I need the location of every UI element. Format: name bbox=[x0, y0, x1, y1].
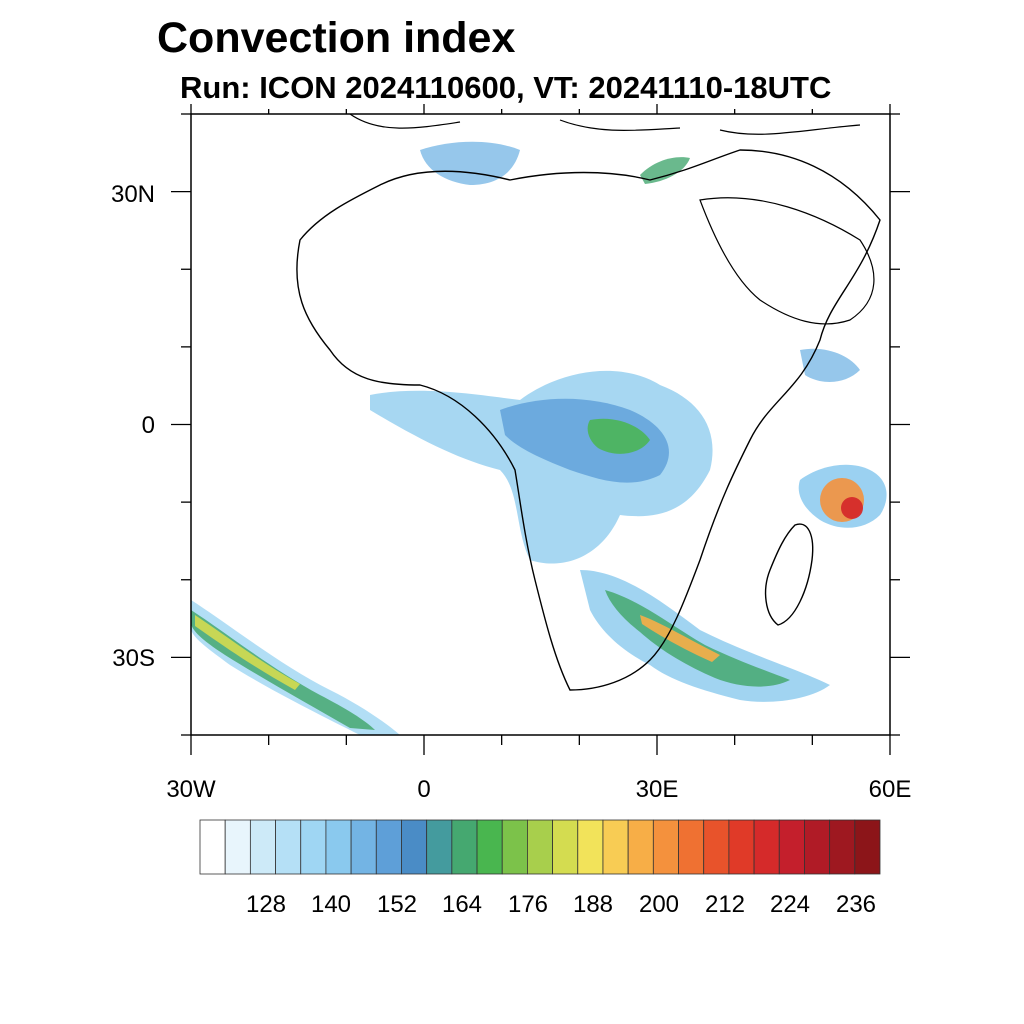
colorbar-label-200: 200 bbox=[639, 891, 679, 918]
colorbar-swatch-25 bbox=[829, 819, 856, 875]
colorbar-swatch-15 bbox=[577, 819, 604, 875]
colorbar-swatch-12 bbox=[501, 819, 528, 875]
colorbar-swatch-2 bbox=[249, 819, 276, 875]
colorbar-swatch-23 bbox=[778, 819, 805, 875]
colorbar-swatch-17 bbox=[627, 819, 654, 875]
lat-label-0: 0 bbox=[142, 412, 155, 439]
africa-coastline bbox=[296, 149, 881, 691]
colorbar-swatch-14 bbox=[552, 819, 579, 875]
colorbar-label-176: 176 bbox=[508, 891, 548, 918]
colorbar-label-140: 140 bbox=[311, 891, 351, 918]
chart-title: Convection index bbox=[157, 14, 516, 62]
colorbar-label-188: 188 bbox=[573, 891, 613, 918]
arabia-coastline bbox=[699, 197, 875, 325]
colorbar-label-224: 224 bbox=[770, 891, 810, 918]
colorbar-swatch-7 bbox=[375, 819, 402, 875]
colorbar-swatch-1 bbox=[224, 819, 251, 875]
colorbar-label-236: 236 bbox=[836, 891, 876, 918]
convection-southern-africa-core bbox=[605, 590, 790, 687]
convection-southern-africa bbox=[580, 570, 830, 702]
convection-central-africa-peak bbox=[587, 418, 650, 454]
colorbar-label-212: 212 bbox=[705, 891, 745, 918]
lon-label-30w: 30W bbox=[166, 776, 216, 803]
axis-ticks bbox=[171, 104, 910, 755]
convection-horn-of-africa bbox=[800, 348, 860, 382]
colorbar-swatch-9 bbox=[426, 819, 453, 875]
convection-eastern-med bbox=[640, 157, 690, 184]
convection-band-south-atlantic bbox=[191, 600, 400, 735]
colorbar-swatch-21 bbox=[728, 819, 755, 875]
lon-label-60e: 60E bbox=[869, 776, 912, 803]
colorbar-swatch-0 bbox=[199, 819, 226, 875]
convection-band-south-atlantic-peak bbox=[195, 615, 300, 690]
colorbar-swatch-18 bbox=[652, 819, 679, 875]
colorbar-swatch-3 bbox=[275, 819, 302, 875]
colorbar-swatch-10 bbox=[451, 819, 478, 875]
colorbar-swatch-8 bbox=[401, 819, 428, 875]
convection-field bbox=[191, 141, 887, 735]
colorbar-swatch-22 bbox=[753, 819, 780, 875]
colorbar-swatch-24 bbox=[804, 819, 831, 875]
colorbar-label-152: 152 bbox=[377, 891, 417, 918]
europe-coastline bbox=[349, 114, 861, 135]
colorbar-label-164: 164 bbox=[442, 891, 482, 918]
convection-band-south-atlantic-core bbox=[191, 610, 375, 730]
colorbar-swatch-16 bbox=[602, 819, 629, 875]
lat-label-30s: 30S bbox=[112, 645, 155, 672]
madagascar-coastline bbox=[764, 523, 814, 626]
convection-southern-africa-peak bbox=[640, 615, 720, 662]
convection-north-africa bbox=[420, 141, 520, 185]
lon-label-30e: 30E bbox=[636, 776, 679, 803]
colorbar-swatch-5 bbox=[325, 819, 352, 875]
colorbar-swatch-20 bbox=[703, 819, 730, 875]
colorbar-swatch-13 bbox=[527, 819, 553, 875]
chart-subtitle: Run: ICON 2024110600, VT: 20241110-18UTC bbox=[180, 70, 832, 105]
coastlines bbox=[296, 114, 881, 691]
colorbar-swatch-6 bbox=[350, 819, 377, 875]
colorbar-swatch-19 bbox=[678, 819, 705, 875]
colorbar bbox=[199, 819, 881, 875]
lat-label-30n: 30N bbox=[111, 181, 155, 208]
colorbar-label-128: 128 bbox=[246, 891, 286, 918]
convection-central-africa-core bbox=[500, 398, 669, 483]
lon-label-0: 0 bbox=[417, 776, 430, 803]
colorbar-swatch-26 bbox=[854, 819, 881, 875]
colorbar-swatch-11 bbox=[476, 819, 503, 875]
colorbar-swatch-4 bbox=[300, 819, 327, 875]
convection-cyclone-eye bbox=[841, 497, 863, 519]
